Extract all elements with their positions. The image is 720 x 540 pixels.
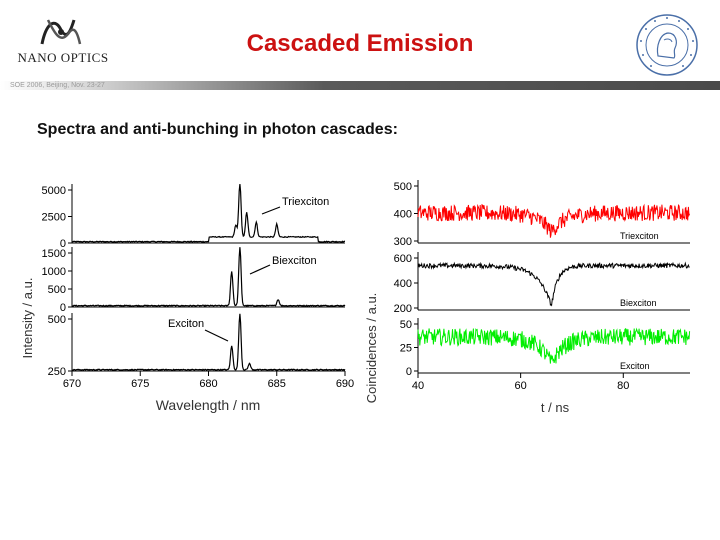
nano-optics-mark-icon [40,19,82,45]
university-seal-icon [636,14,698,76]
slide-subtitle: Spectra and anti-bunching in photon casc… [37,121,398,138]
corr-xtick-label: 40 [412,380,424,392]
spectra-xtick-label: 685 [268,378,286,390]
spectra-trace-0 [71,183,346,243]
spectra-ytick-label: 5000 [42,185,66,197]
conference-info: SOE 2006, Beijing, Nov. 23-27 [10,82,105,89]
corr-ytick-label: 600 [394,253,412,265]
spectra-panel-label-exciton: Exciton [168,318,204,330]
slide-title: Cascaded Emission [246,30,474,57]
spectra-ytick-label: 1000 [42,266,66,278]
corr-trace-exciton [417,327,691,364]
spectra-ytick-label: 250 [48,366,66,378]
spectra-xtick-label: 670 [63,378,81,390]
corr-trace-biexciton [417,261,690,307]
spectra-ytick-label: 500 [48,284,66,296]
corr-ytick-label: 0 [406,366,412,378]
triexciton-arrow-icon [261,206,281,215]
header-band [0,81,720,90]
corr-ytick-label: 300 [394,236,412,248]
nano-optics-logo: NANO OPTICS [8,14,118,72]
spectra-ytick-label: 2500 [42,212,66,224]
exciton-arrow-icon [204,329,229,342]
spectra-ytick-label: 0 [60,238,66,250]
spectra-xtick-label: 690 [336,378,354,390]
spectra-ytick-label: 500 [48,314,66,326]
logo-text: NANO OPTICS [17,50,109,65]
spectra-panel-label-triexciton: Triexciton [282,196,329,208]
spectra-panel-label-biexciton: Biexciton [272,255,317,267]
corr-ytick-label: 25 [400,343,412,355]
spectra-xtick-label: 675 [131,378,149,390]
spectra-ytick-label: 1500 [42,248,66,260]
corr-panel-label-exciton: Exciton [620,361,650,371]
correlation-x-axis-label: t / ns [541,400,570,415]
corr-ytick-label: 400 [394,278,412,290]
spectra-y-axis-label: Intensity / a.u. [20,278,35,359]
corr-ytick-label: 400 [394,209,412,221]
corr-panel-label-triexciton: Triexciton [620,231,659,241]
spectra-trace-2 [72,313,346,371]
corr-xtick-label: 60 [515,380,527,392]
correlation-y-axis-label: Coincidences / a.u. [364,293,379,404]
spectra-x-axis-label: Wavelength / nm [156,397,261,413]
corr-xtick-label: 80 [617,380,629,392]
spectra-xtick-label: 680 [199,378,217,390]
corr-ytick-label: 50 [400,319,412,331]
spectra-ytick-label: 0 [60,302,66,314]
spectra-trace-1 [71,247,346,308]
corr-ytick-label: 500 [394,181,412,193]
corr-panel-label-biexciton: Biexciton [620,298,657,308]
corr-trace-triexciton [417,203,691,238]
biexciton-arrow-icon [249,264,271,275]
corr-ytick-label: 200 [394,303,412,315]
